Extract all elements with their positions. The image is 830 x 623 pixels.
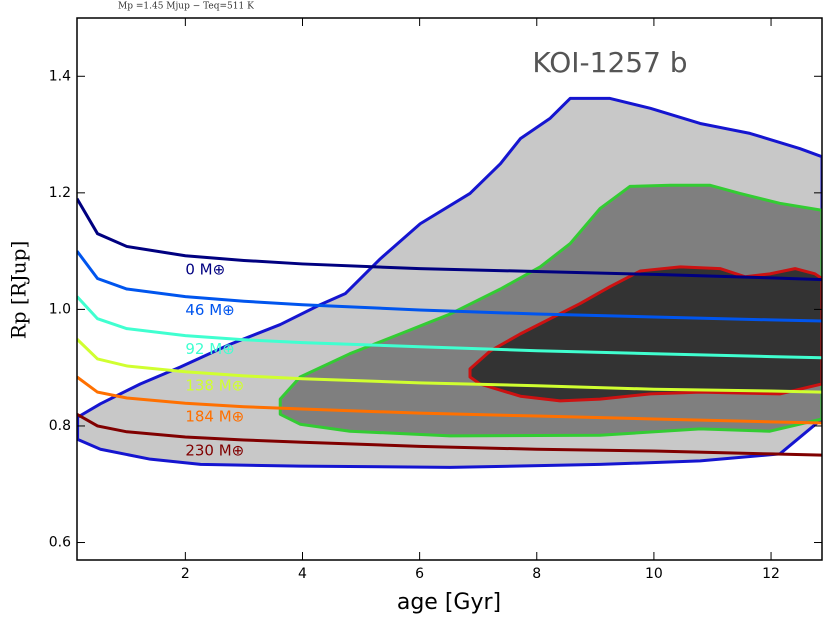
mass-curve xyxy=(77,197,822,282)
x-tick-label: 6 xyxy=(415,566,424,582)
mass-curve xyxy=(77,412,822,457)
axes: 2 4 6 8 10 12 0.6 0.8 1.0 1.2 1.4 xyxy=(49,17,823,582)
y-tick-label: 1.2 xyxy=(49,185,71,201)
mass-curve xyxy=(77,295,822,360)
x-tick-label: 8 xyxy=(532,566,541,582)
curve-label: 230 M⊕ xyxy=(185,442,244,460)
y-tick-label: 0.6 xyxy=(49,535,71,551)
y-tick-label: 1.4 xyxy=(49,68,71,84)
curve-label: 92 M⊕ xyxy=(185,340,234,358)
x-tick-label: 10 xyxy=(645,566,663,582)
mass-curve xyxy=(77,250,822,323)
curve-label: 46 M⊕ xyxy=(185,301,234,319)
y-tick-label: 0.8 xyxy=(49,418,71,434)
contours xyxy=(77,96,822,469)
y-axis-label: Rp [RJup] xyxy=(7,241,31,340)
curve-label: 138 M⊕ xyxy=(185,376,244,394)
y-tick-label: 1.0 xyxy=(49,301,71,317)
x-tick-label: 4 xyxy=(298,566,307,582)
confidence-region xyxy=(468,265,822,403)
mass-curve xyxy=(77,338,822,394)
curves xyxy=(77,197,822,457)
curve-label: 0 M⊕ xyxy=(185,260,225,278)
curve-label: 184 M⊕ xyxy=(185,408,244,426)
x-tick-label: 2 xyxy=(181,566,190,582)
x-tick-label: 12 xyxy=(762,566,780,582)
subtitle: Mp =1.45 Mjup − Teq=511 K xyxy=(118,2,254,12)
x-axis-label: age [Gyr] xyxy=(397,590,501,615)
mass-curve xyxy=(77,375,822,425)
planet-label: KOI-1257 b xyxy=(532,46,687,79)
plot-frame xyxy=(76,17,823,561)
